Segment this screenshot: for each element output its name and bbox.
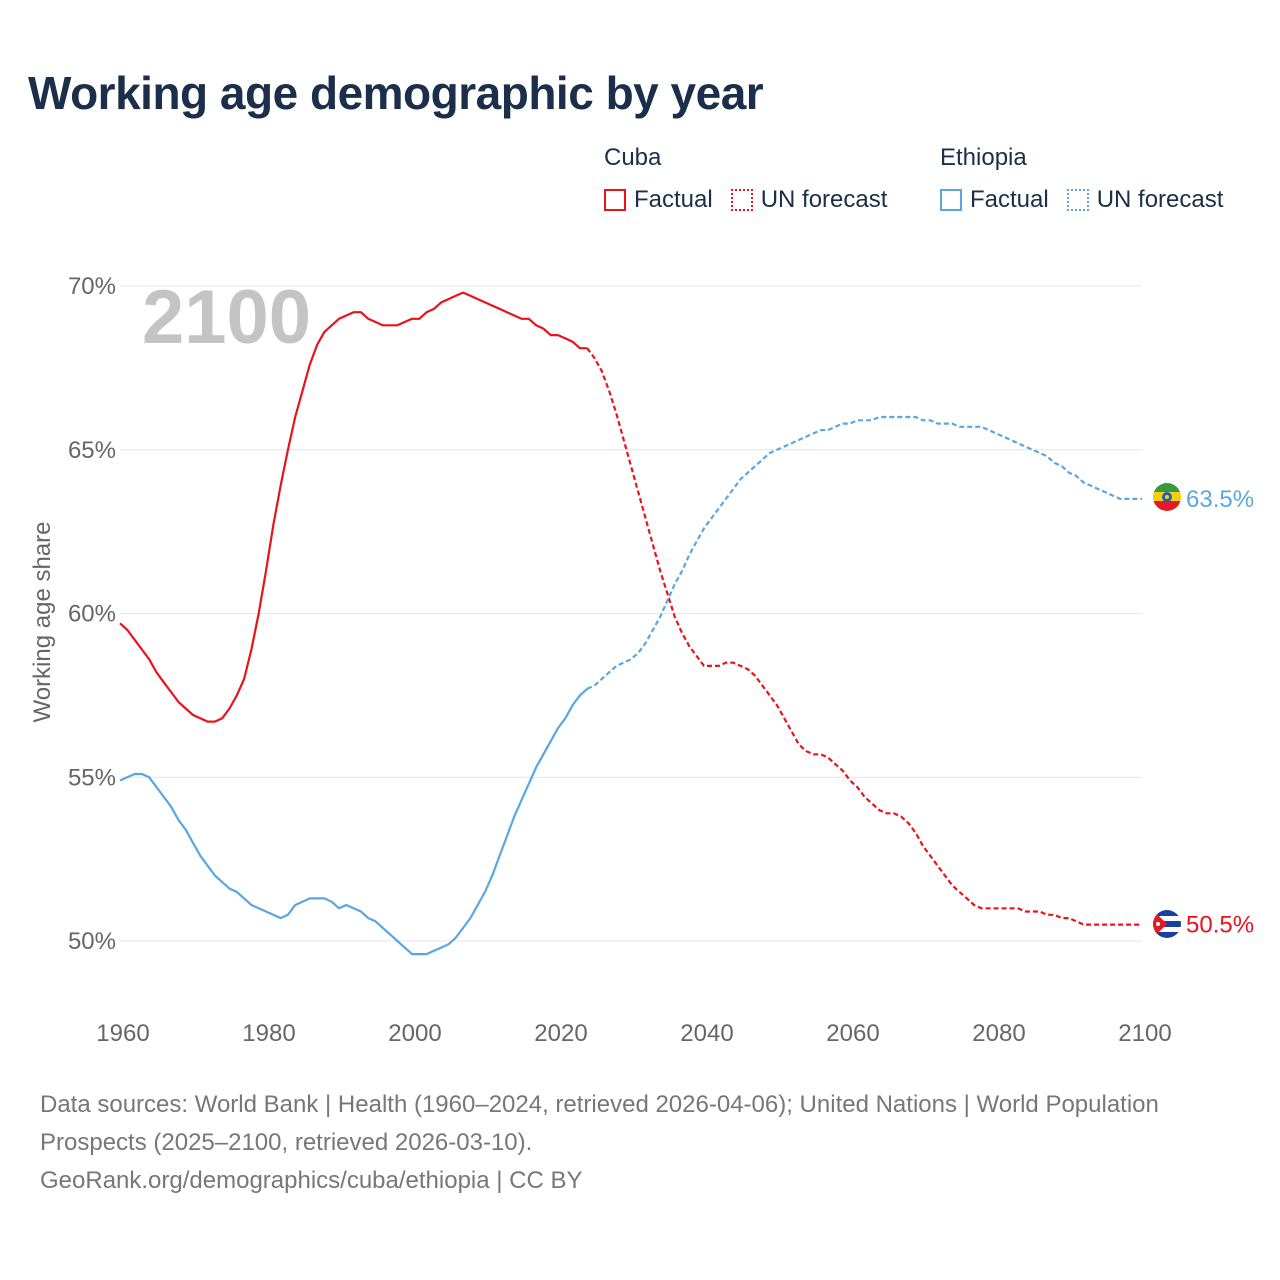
cuba-flag-icon — [1153, 910, 1181, 938]
legend-swatch-solid — [940, 189, 962, 211]
legend-ethiopia-title: Ethiopia — [940, 144, 1027, 171]
ethiopia-forecast-line — [586, 415, 1142, 690]
ethiopia-factual-line — [119, 687, 588, 956]
legend-swatch-solid — [604, 189, 626, 211]
legend-ethiopia: Ethiopia Factual UN forecast — [940, 144, 1241, 214]
x-tick-label: 2080 — [972, 1020, 1025, 1047]
footer: Data sources: World Bank | Health (1960–… — [40, 1086, 1240, 1200]
legend-swatch-dotted — [1066, 189, 1089, 211]
legend-cuba: Cuba Factual UN forecast — [604, 144, 905, 214]
legend-cuba-title: Cuba — [604, 144, 662, 171]
attribution-link[interactable]: GeoRank.org/demographics/cuba/ethiopia |… — [40, 1167, 583, 1194]
legend-label: UN forecast — [1096, 186, 1224, 213]
y-tick-label: 65% — [68, 437, 116, 464]
legend-cuba-forecast[interactable]: UN forecast — [730, 186, 888, 214]
cuba-forecast-line — [586, 347, 1142, 926]
legend-ethiopia-forecast[interactable]: UN forecast — [1066, 186, 1224, 214]
x-tick-label: 1980 — [242, 1020, 295, 1047]
legend-label: Factual — [970, 186, 1049, 213]
y-tick-label: 55% — [68, 764, 116, 791]
legend-swatch-dotted — [730, 189, 753, 211]
x-tick-label: 2040 — [680, 1020, 733, 1047]
x-tick-label: 2000 — [388, 1020, 441, 1047]
x-tick-label: 2020 — [534, 1020, 587, 1047]
ethiopia-flag-icon — [1153, 483, 1181, 511]
cuba-end-label: 50.5% — [1186, 912, 1254, 939]
legend-label: Factual — [634, 186, 713, 213]
cuba-factual-line — [119, 291, 588, 723]
year-watermark: 2100 — [142, 275, 311, 360]
ethiopia-end-label: 63.5% — [1186, 486, 1254, 513]
x-tick-label: 2060 — [826, 1020, 879, 1047]
y-tick-label: 50% — [68, 928, 116, 955]
chart-title: Working age demographic by year — [28, 67, 764, 119]
y-tick-label: 60% — [68, 601, 116, 628]
legend-label: UN forecast — [760, 186, 888, 213]
y-axis-label: Working age share — [29, 522, 56, 723]
legend-ethiopia-factual[interactable]: Factual — [940, 186, 1049, 214]
x-tick-label: 1960 — [96, 1020, 149, 1047]
line-chart: 50% 55% 60% 65% 70% 1960 1980 2000 2020 2040 2060 2… — [29, 273, 1254, 1047]
y-tick-label: 70% — [68, 273, 116, 300]
x-tick-label: 2100 — [1118, 1020, 1171, 1047]
data-sources: Data sources: World Bank | Health (1960–… — [40, 1091, 1159, 1156]
legend-cuba-factual[interactable]: Factual — [604, 186, 713, 214]
